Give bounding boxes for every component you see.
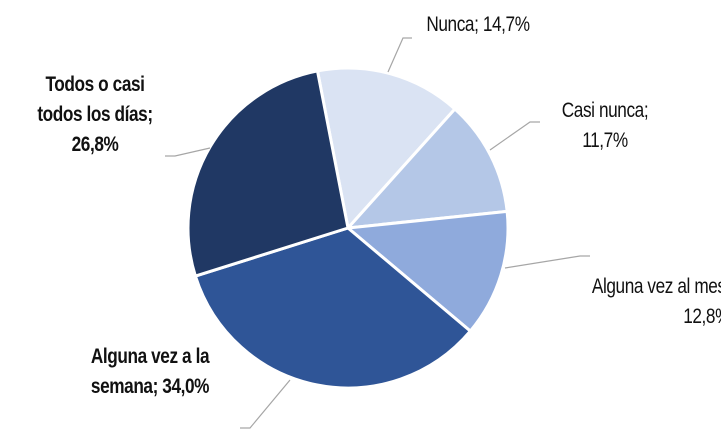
slices (186, 66, 510, 390)
category-name: Casi nunca (561, 99, 644, 122)
value-label: 12,8% (683, 305, 721, 328)
data-label: Todos o casi todos los días; 26,8% (21, 70, 169, 160)
leader-lines (165, 37, 590, 429)
pie-slice (344, 209, 510, 334)
data-label: Casi nunca; 11,7% (544, 96, 667, 156)
category-name: Alguna vez a la semana (90, 345, 210, 398)
pie-slice (344, 106, 509, 230)
pie-slice (315, 66, 458, 232)
leader-line (240, 379, 291, 429)
data-label: Nunca; 14,7% (408, 10, 547, 40)
leader-line (387, 37, 412, 73)
separator: ; (147, 103, 153, 126)
category-name: Alguna vez al mes (591, 275, 721, 298)
value-label: 34,0% (162, 375, 210, 398)
pie-slice (193, 226, 473, 390)
value-label: 11,7% (582, 129, 628, 152)
category-name: Nunca (426, 13, 475, 36)
value-label: 14,7% (482, 13, 530, 36)
pie-slice (186, 69, 350, 278)
data-label: Alguna vez al mes; 12,8% (591, 272, 721, 332)
separator: ; (152, 375, 163, 398)
value-label: 26,8% (71, 133, 119, 156)
leader-line (165, 147, 211, 157)
data-label: Alguna vez a la semana; 34,0% (60, 342, 240, 402)
leader-line (504, 255, 590, 269)
category-name: Todos o casi todos los días (37, 73, 148, 126)
leader-line (489, 121, 540, 151)
separator: ; (474, 13, 483, 36)
separator: ; (643, 99, 649, 122)
